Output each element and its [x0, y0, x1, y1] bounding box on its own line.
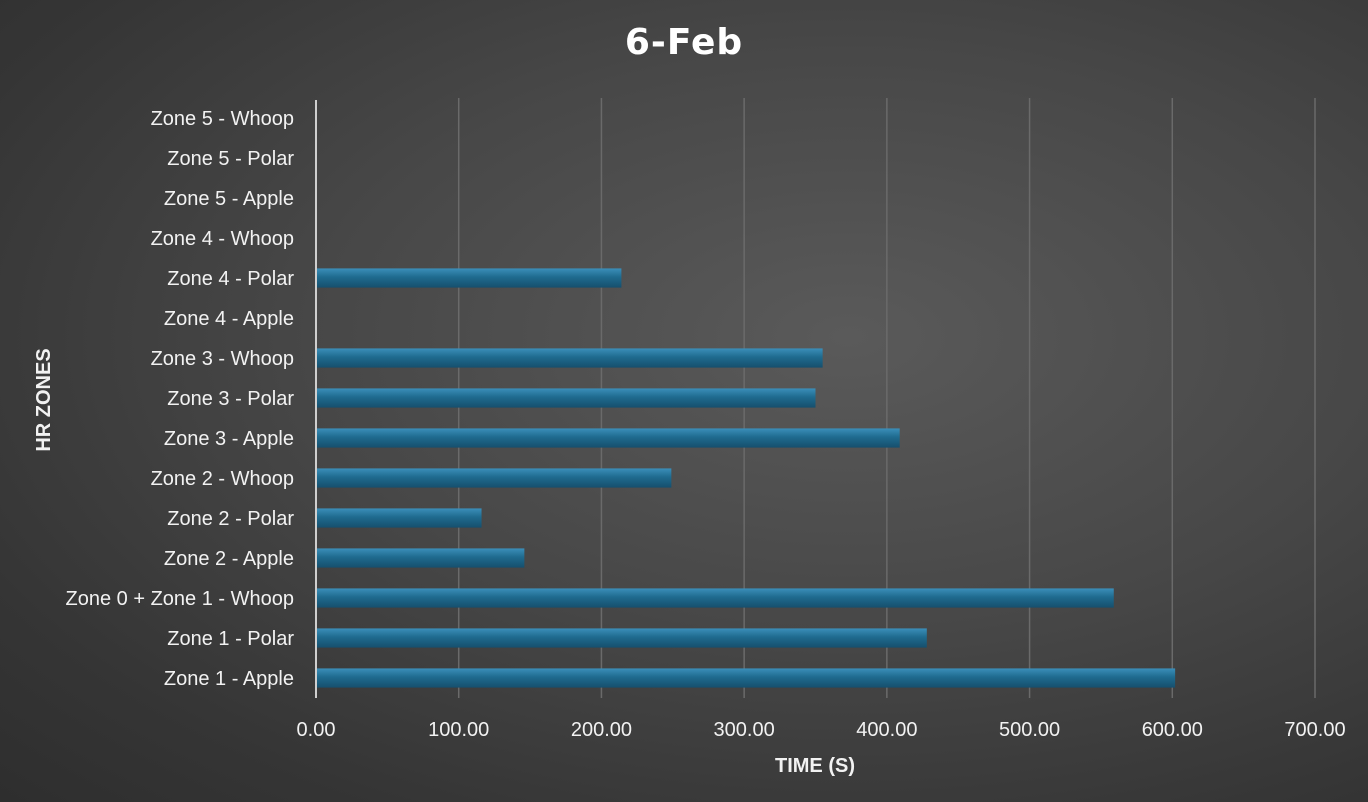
category-label: Zone 1 - Apple [164, 668, 294, 690]
x-tick-label: 500.00 [999, 719, 1060, 741]
category-label: Zone 5 - Whoop [151, 108, 294, 130]
x-tick-label: 700.00 [1284, 719, 1345, 741]
category-label: Zone 0 + Zone 1 - Whoop [66, 588, 294, 610]
x-tick-labels: 0.00 100.00 200.00 300.00 400.00 500.00 600.00… [297, 719, 1346, 741]
bar [316, 628, 927, 648]
x-tick-label: 400.00 [856, 719, 917, 741]
bar [316, 468, 672, 488]
bar [316, 548, 525, 568]
bar [316, 388, 816, 408]
category-label: Zone 5 - Polar [167, 148, 294, 170]
category-label: Zone 2 - Whoop [151, 468, 294, 490]
category-label: Zone 3 - Whoop [151, 348, 294, 370]
category-label: Zone 4 - Apple [164, 308, 294, 330]
category-label: Zone 3 - Polar [167, 388, 294, 410]
category-label: Zone 2 - Polar [167, 508, 294, 530]
x-tick-label: 200.00 [571, 719, 632, 741]
category-label: Zone 2 - Apple [164, 548, 294, 570]
bar [316, 348, 823, 368]
category-label: Zone 5 - Apple [164, 188, 294, 210]
x-axis-title: TIME (S) [775, 755, 855, 777]
bar [316, 588, 1114, 608]
category-label: Zone 4 - Polar [167, 268, 294, 290]
bar [316, 508, 482, 528]
bar [316, 428, 900, 448]
bars [316, 268, 1176, 688]
bar [316, 668, 1176, 688]
x-tick-label: 600.00 [1142, 719, 1203, 741]
x-tick-label: 100.00 [428, 719, 489, 741]
category-labels: Zone 1 - Apple Zone 1 - Polar Zone 0 + Zon… [66, 108, 295, 690]
bar [316, 268, 622, 288]
category-label: Zone 1 - Polar [167, 628, 294, 650]
x-tick-label: 300.00 [714, 719, 775, 741]
category-label: Zone 4 - Whoop [151, 228, 294, 250]
category-label: Zone 3 - Apple [164, 428, 294, 450]
x-tick-label: 0.00 [297, 719, 336, 741]
y-axis-title: HR ZONES [33, 348, 55, 451]
chart-title: 6-Feb [625, 22, 743, 63]
